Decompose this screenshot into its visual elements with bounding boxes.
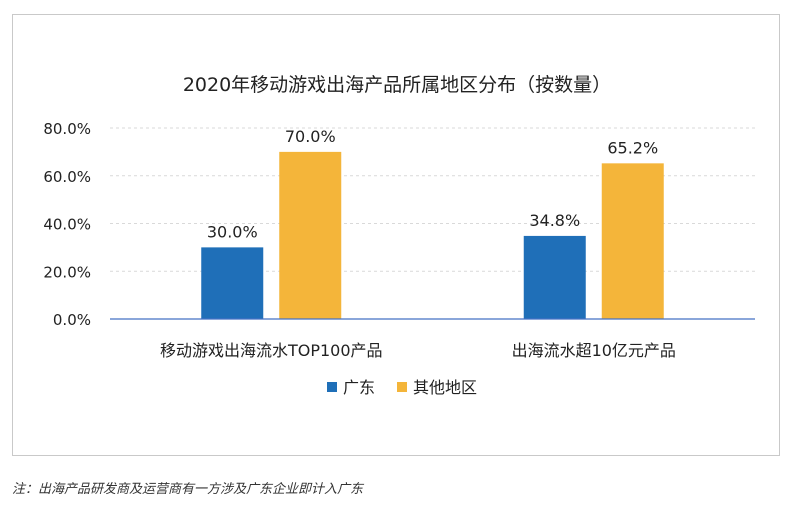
y-tick-label: 80.0% xyxy=(43,120,91,138)
data-label: 30.0% xyxy=(207,222,258,241)
y-tick-label: 60.0% xyxy=(43,168,91,186)
bar-other xyxy=(279,151,342,319)
chart-title: 2020年移动游戏出海产品所属地区分布（按数量） xyxy=(183,74,611,96)
bar-chart: 2020年移动游戏出海产品所属地区分布（按数量） 0.0% 20.0% 40.0% 60… xyxy=(43,74,755,397)
data-label: 34.8% xyxy=(529,211,580,230)
legend-swatch xyxy=(327,382,337,392)
bar-guangdong xyxy=(523,235,586,319)
x-tick-label: 移动游戏出海流水TOP100产品 xyxy=(160,341,383,360)
bar-other xyxy=(601,163,664,319)
footnote: 注：出海产品研发商及运营商有一方涉及广东企业即计入广东 xyxy=(12,482,364,497)
data-label: 70.0% xyxy=(285,127,336,146)
x-tick-label: 出海流水超10亿元产品 xyxy=(512,341,676,360)
data-label: 65.2% xyxy=(607,138,658,157)
y-tick-label: 20.0% xyxy=(43,263,91,281)
legend-swatch xyxy=(397,382,407,392)
y-tick-label: 40.0% xyxy=(43,216,91,234)
chart-frame: 2020年移动游戏出海产品所属地区分布（按数量） 0.0% 20.0% 40.0% 60… xyxy=(12,14,780,456)
legend-label: 广东 xyxy=(343,378,375,397)
legend-label: 其他地区 xyxy=(413,378,477,397)
y-tick-label: 0.0% xyxy=(53,311,91,329)
bar-guangdong xyxy=(201,247,264,319)
